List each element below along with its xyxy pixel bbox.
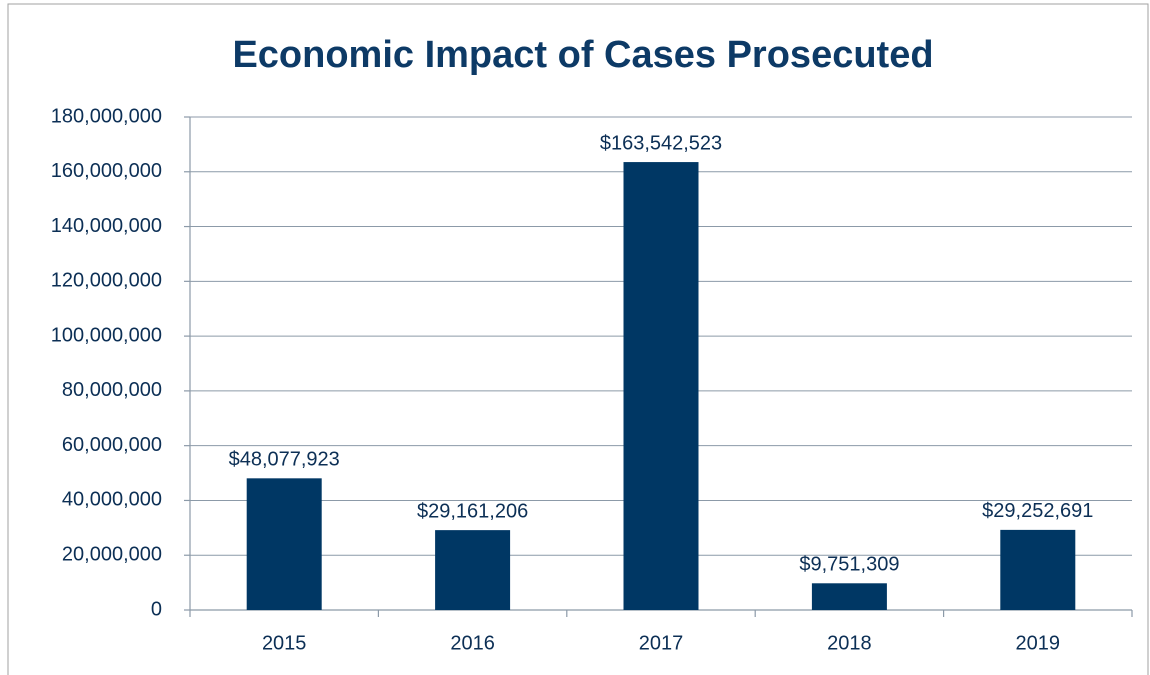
bar (811, 583, 887, 610)
x-tick-label: 2016 (450, 632, 495, 654)
y-tick-label: 60,000,000 (62, 434, 162, 456)
y-tick-label: 20,000,000 (62, 544, 162, 566)
chart-frame (7, 3, 1149, 675)
y-tick-label: 180,000,000 (51, 105, 162, 127)
x-tick-label: 2015 (262, 632, 307, 654)
bar (246, 478, 322, 610)
x-tick-label: 2018 (827, 632, 872, 654)
y-tick-label: 120,000,000 (51, 270, 162, 292)
chart-title: Economic Impact of Cases Prosecuted (232, 34, 933, 76)
data-label: $29,161,206 (417, 500, 528, 522)
data-label: $29,252,691 (982, 500, 1093, 522)
y-tick-label: 100,000,000 (51, 324, 162, 346)
x-tick-label: 2017 (639, 632, 684, 654)
y-tick-label: 140,000,000 (51, 215, 162, 237)
bar (1000, 529, 1076, 610)
bar (435, 530, 511, 610)
bar (623, 162, 699, 610)
data-label: $163,542,523 (600, 132, 722, 154)
y-tick-label: 80,000,000 (62, 379, 162, 401)
data-label: $48,077,923 (229, 449, 340, 471)
x-tick-label: 2019 (1016, 632, 1061, 654)
y-tick-label: 0 (151, 598, 162, 620)
y-tick-label: 40,000,000 (62, 489, 162, 511)
y-tick-label: 160,000,000 (51, 160, 162, 182)
data-label: $9,751,309 (799, 554, 899, 576)
